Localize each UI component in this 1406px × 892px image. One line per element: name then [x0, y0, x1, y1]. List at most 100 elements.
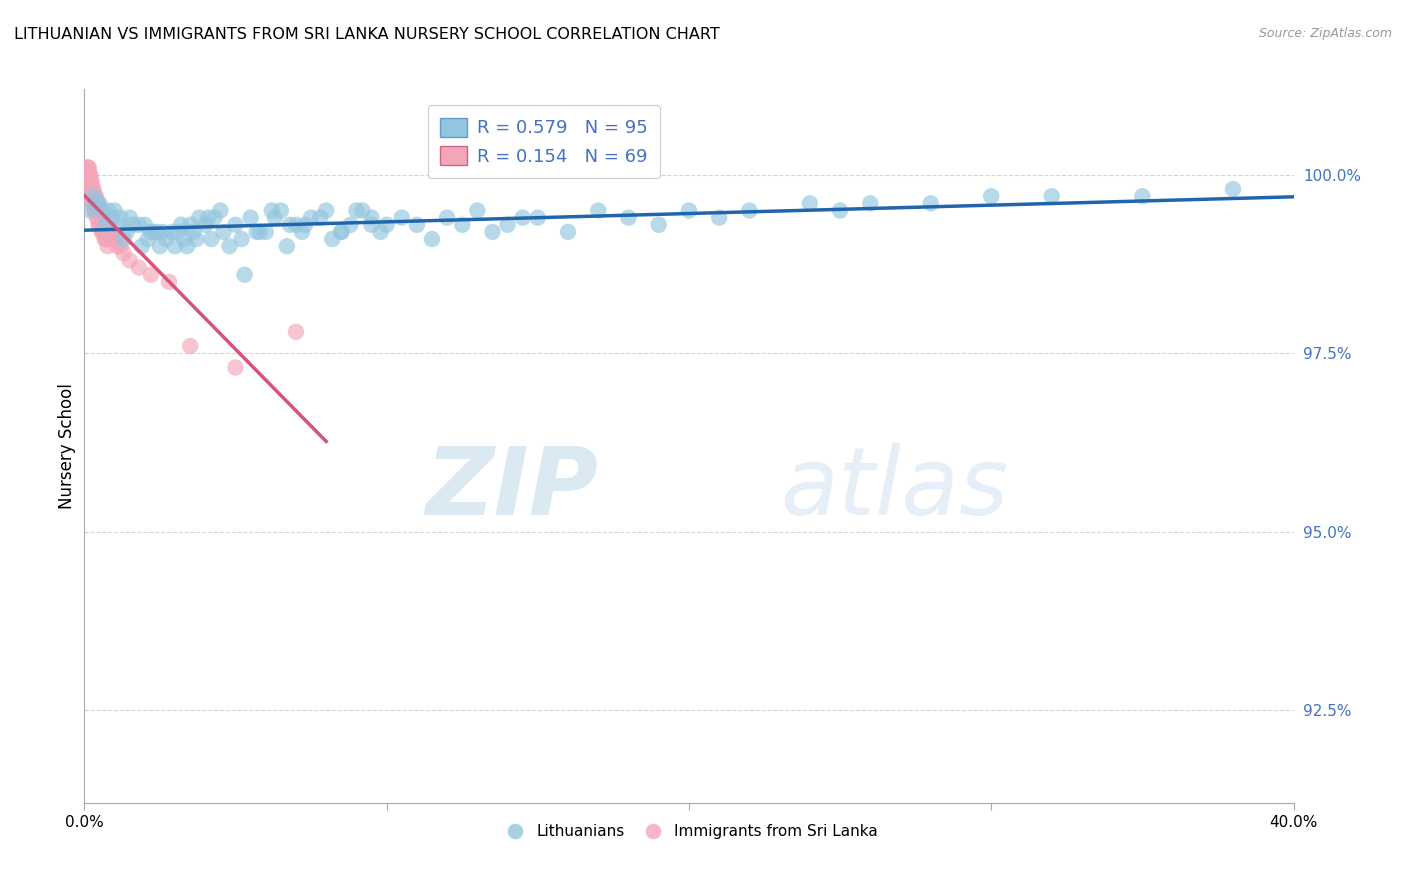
Point	[370, 225, 392, 239]
Point	[299, 211, 322, 225]
Point	[260, 203, 283, 218]
Point	[233, 268, 256, 282]
Point	[82, 182, 104, 196]
Point	[76, 175, 98, 189]
Point	[97, 239, 120, 253]
Point	[128, 260, 150, 275]
Point	[91, 211, 114, 225]
Point	[82, 189, 104, 203]
Point	[89, 203, 111, 218]
Point	[285, 218, 308, 232]
Point	[97, 203, 120, 218]
Point	[136, 232, 159, 246]
Point	[94, 218, 117, 232]
Point	[77, 161, 100, 175]
Point	[77, 161, 100, 175]
Point	[90, 218, 112, 232]
Point	[118, 253, 141, 268]
Point	[121, 218, 143, 232]
Point	[80, 175, 103, 189]
Point	[160, 225, 183, 239]
Point	[86, 196, 108, 211]
Point	[709, 211, 731, 225]
Point	[285, 325, 308, 339]
Point	[90, 225, 112, 239]
Point	[87, 196, 110, 211]
Point	[391, 211, 413, 225]
Point	[152, 225, 174, 239]
Point	[90, 211, 112, 225]
Point	[89, 203, 111, 218]
Point	[83, 203, 105, 218]
Point	[197, 211, 219, 225]
Point	[107, 218, 129, 232]
Point	[617, 211, 640, 225]
Point	[239, 211, 262, 225]
Point	[512, 211, 534, 225]
Point	[179, 218, 201, 232]
Point	[360, 218, 382, 232]
Point	[93, 232, 115, 246]
Point	[82, 196, 104, 211]
Point	[202, 211, 225, 225]
Point	[920, 196, 942, 211]
Point	[110, 239, 132, 253]
Point	[246, 225, 269, 239]
Point	[96, 232, 118, 246]
Point	[80, 175, 103, 189]
Point	[173, 232, 195, 246]
Point	[84, 189, 107, 203]
Point	[420, 232, 443, 246]
Point	[86, 196, 108, 211]
Point	[321, 232, 343, 246]
Point	[181, 225, 204, 239]
Point	[89, 218, 111, 232]
Point	[179, 339, 201, 353]
Point	[94, 218, 117, 232]
Point	[79, 168, 101, 182]
Point	[75, 168, 97, 182]
Point	[648, 218, 671, 232]
Point	[451, 218, 474, 232]
Point	[527, 211, 550, 225]
Point	[859, 196, 882, 211]
Point	[481, 225, 503, 239]
Point	[157, 275, 180, 289]
Point	[139, 225, 162, 239]
Point	[1040, 189, 1063, 203]
Point	[80, 189, 103, 203]
Point	[91, 203, 114, 218]
Point	[101, 232, 124, 246]
Point	[84, 189, 107, 203]
Point	[91, 225, 114, 239]
Point	[100, 211, 122, 225]
Point	[291, 225, 314, 239]
Point	[90, 211, 112, 225]
Point	[1222, 182, 1244, 196]
Point	[83, 196, 105, 211]
Point	[134, 218, 156, 232]
Point	[89, 196, 111, 211]
Point	[186, 232, 208, 246]
Point	[176, 239, 198, 253]
Point	[330, 225, 353, 239]
Point	[79, 182, 101, 196]
Point	[84, 203, 107, 218]
Point	[309, 211, 332, 225]
Point	[270, 203, 292, 218]
Point	[330, 225, 353, 239]
Point	[77, 182, 100, 196]
Point	[139, 268, 162, 282]
Point	[588, 203, 610, 218]
Legend: Lithuanians, Immigrants from Sri Lanka: Lithuanians, Immigrants from Sri Lanka	[494, 818, 884, 845]
Point	[94, 232, 117, 246]
Point	[142, 225, 165, 239]
Point	[115, 225, 138, 239]
Point	[87, 218, 110, 232]
Point	[155, 232, 177, 246]
Point	[128, 218, 150, 232]
Point	[76, 161, 98, 175]
Point	[352, 203, 374, 218]
Point	[104, 203, 127, 218]
Point	[496, 218, 519, 232]
